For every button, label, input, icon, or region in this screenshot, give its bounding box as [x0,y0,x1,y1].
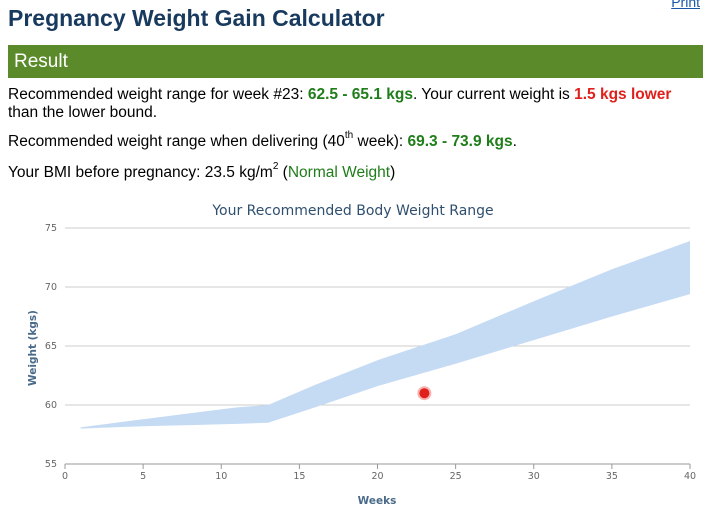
weight-difference-value: 1.5 kgs lower [574,86,672,103]
week-range-suffix: than the lower bound. [8,104,158,121]
bmi-suffix: ) [390,164,396,181]
y-tick-label: 60 [45,400,57,411]
x-tick-label: 20 [371,471,383,482]
bmi-sup: 2 [272,161,279,172]
week-range-value: 62.5 - 65.1 kgs [307,86,413,103]
bmi-text: Your BMI before pregnancy: 23.5 kg/m2 (N… [8,161,703,182]
x-tick-label: 35 [606,471,618,482]
bmi-middle: ( [278,164,288,181]
x-tick-label: 40 [684,471,696,482]
result-heading: Result [8,45,703,78]
chart-title: Your Recommended Body Weight Range [211,203,493,219]
y-tick-label: 65 [45,341,57,352]
delivery-range-value: 69.3 - 73.9 kgs [407,133,513,150]
x-tick-label: 10 [215,471,227,482]
x-tick-label: 30 [528,471,540,482]
week-range-text: Recommended weight range for week #23: 6… [8,86,703,122]
recommended-range-band [80,241,691,429]
delivery-range-middle: week): [353,133,408,150]
current-weight-point [417,386,432,401]
y-tick-label: 75 [45,223,57,234]
x-tick-label: 15 [293,471,305,482]
print-link[interactable]: Print [671,0,700,10]
delivery-range-text: Recommended weight range when delivering… [8,130,703,151]
grid-lines [65,227,690,465]
y-tick-label: 55 [45,459,57,470]
delivery-range-prefix: Recommended weight range when delivering… [8,133,345,150]
bmi-category: Normal Weight [287,164,391,181]
current-weight-marker [417,386,432,401]
week-range-prefix: Recommended weight range for week #23: [8,86,308,103]
delivery-range-sup: th [344,130,354,141]
bmi-prefix: Your BMI before pregnancy: 23.5 kg/m [8,164,273,181]
y-axis-label: Weight (kgs) [27,310,39,386]
page-title: Pregnancy Weight Gain Calculator [8,5,385,31]
chart-axes: 55 60 65 70 75 0 5 10 15 20 25 30 35 40 [45,223,696,482]
weight-range-chart: Your Recommended Body Weight Range 55 60 6… [27,203,696,507]
x-tick-label: 5 [140,471,146,482]
x-axis-label: Weeks [358,495,397,507]
x-tick-label: 25 [450,471,462,482]
week-range-middle: . Your current weight is [412,86,575,103]
y-tick-label: 70 [45,282,57,293]
x-tick-label: 0 [62,471,68,482]
delivery-range-suffix: . [512,133,517,150]
